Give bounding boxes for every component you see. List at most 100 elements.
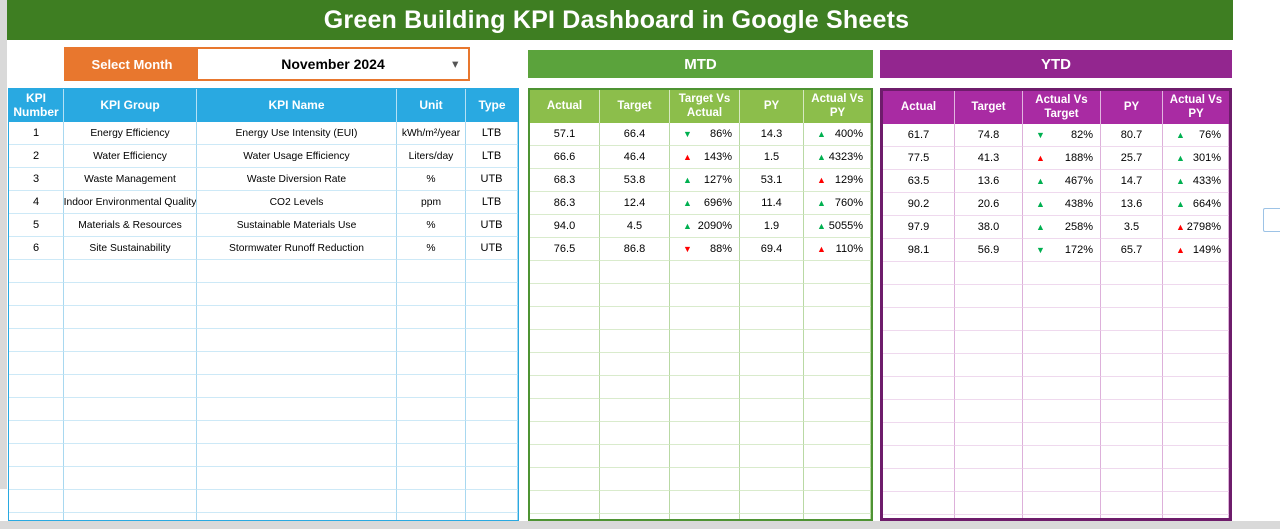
ytd-py-cell[interactable]: 3.5 bbox=[1101, 216, 1163, 239]
ytd-target-cell[interactable] bbox=[955, 308, 1023, 331]
kpi-group-cell[interactable]: Waste Management bbox=[64, 168, 197, 191]
mtd-py-cell[interactable] bbox=[740, 261, 804, 284]
kpi-unit-cell[interactable]: kWh/m²/year bbox=[397, 122, 466, 145]
ytd-actual-cell[interactable] bbox=[883, 446, 955, 469]
mtd-actual-cell[interactable] bbox=[530, 376, 600, 399]
kpi-unit-cell[interactable]: Liters/day bbox=[397, 145, 466, 168]
ytd-target-cell[interactable] bbox=[955, 285, 1023, 308]
kpi-name-cell[interactable] bbox=[197, 467, 397, 490]
ytd-actual-cell[interactable]: 90.2 bbox=[883, 193, 955, 216]
mtd-py-cell[interactable]: 69.4 bbox=[740, 238, 804, 261]
mtd-py-cell[interactable]: 1.9 bbox=[740, 215, 804, 238]
ytd-target-cell[interactable] bbox=[955, 492, 1023, 515]
mtd-target-vs-actual-cell[interactable]: ▲ 696% bbox=[670, 192, 740, 215]
mtd-target-cell[interactable]: 53.8 bbox=[600, 169, 670, 192]
ytd-actual-vs-target-cell[interactable] bbox=[1023, 377, 1101, 400]
ytd-actual-vs-target-cell[interactable] bbox=[1023, 492, 1101, 515]
ytd-target-cell[interactable] bbox=[955, 423, 1023, 446]
mtd-py-cell[interactable] bbox=[740, 422, 804, 445]
ytd-target-cell[interactable] bbox=[955, 331, 1023, 354]
ytd-target-cell[interactable]: 13.6 bbox=[955, 170, 1023, 193]
mtd-target-cell[interactable]: 4.5 bbox=[600, 215, 670, 238]
mtd-actual-vs-py-cell[interactable] bbox=[804, 468, 871, 491]
kpi-group-cell[interactable] bbox=[64, 398, 197, 421]
ytd-actual-vs-target-cell[interactable] bbox=[1023, 354, 1101, 377]
kpi-group-cell[interactable] bbox=[64, 513, 197, 520]
mtd-actual-vs-py-cell[interactable]: ▲ 760% bbox=[804, 192, 871, 215]
ytd-py-cell[interactable] bbox=[1101, 262, 1163, 285]
kpi-unit-cell[interactable] bbox=[397, 260, 466, 283]
mtd-target-cell[interactable] bbox=[600, 445, 670, 468]
ytd-actual-cell[interactable] bbox=[883, 285, 955, 308]
mtd-target-cell[interactable] bbox=[600, 399, 670, 422]
kpi-number-cell[interactable] bbox=[9, 352, 64, 375]
ytd-actual-cell[interactable] bbox=[883, 377, 955, 400]
kpi-name-cell[interactable] bbox=[197, 329, 397, 352]
kpi-name-cell[interactable] bbox=[197, 375, 397, 398]
mtd-target-cell[interactable]: 46.4 bbox=[600, 146, 670, 169]
ytd-actual-cell[interactable] bbox=[883, 354, 955, 377]
ytd-actual-vs-target-cell[interactable] bbox=[1023, 262, 1101, 285]
mtd-py-cell[interactable] bbox=[740, 491, 804, 514]
mtd-target-cell[interactable] bbox=[600, 261, 670, 284]
ytd-actual-vs-py-cell[interactable] bbox=[1163, 423, 1229, 446]
kpi-unit-cell[interactable] bbox=[397, 283, 466, 306]
mtd-target-vs-actual-cell[interactable] bbox=[670, 445, 740, 468]
kpi-name-cell[interactable] bbox=[197, 490, 397, 513]
mtd-actual-vs-py-cell[interactable]: ▲ 110% bbox=[804, 238, 871, 261]
kpi-type-cell[interactable] bbox=[466, 490, 518, 513]
kpi-unit-cell[interactable] bbox=[397, 490, 466, 513]
kpi-name-cell[interactable] bbox=[197, 283, 397, 306]
month-dropdown[interactable]: November 2024 ▾ bbox=[198, 49, 468, 79]
ytd-actual-vs-py-cell[interactable]: ▲ 2798% bbox=[1163, 216, 1229, 239]
kpi-group-cell[interactable]: Indoor Environmental Quality bbox=[64, 191, 197, 214]
kpi-type-cell[interactable] bbox=[466, 467, 518, 490]
kpi-type-cell[interactable] bbox=[466, 329, 518, 352]
kpi-group-cell[interactable] bbox=[64, 421, 197, 444]
mtd-py-cell[interactable] bbox=[740, 514, 804, 519]
ytd-target-cell[interactable]: 41.3 bbox=[955, 147, 1023, 170]
ytd-py-cell[interactable]: 80.7 bbox=[1101, 124, 1163, 147]
kpi-unit-cell[interactable] bbox=[397, 329, 466, 352]
kpi-unit-cell[interactable] bbox=[397, 375, 466, 398]
kpi-number-cell[interactable] bbox=[9, 283, 64, 306]
mtd-actual-cell[interactable] bbox=[530, 330, 600, 353]
mtd-actual-vs-py-cell[interactable] bbox=[804, 514, 871, 519]
ytd-actual-vs-target-cell[interactable] bbox=[1023, 515, 1101, 518]
ytd-actual-vs-py-cell[interactable]: ▲ 149% bbox=[1163, 239, 1229, 262]
ytd-py-cell[interactable]: 14.7 bbox=[1101, 170, 1163, 193]
mtd-py-cell[interactable] bbox=[740, 284, 804, 307]
mtd-actual-cell[interactable]: 76.5 bbox=[530, 238, 600, 261]
mtd-target-cell[interactable] bbox=[600, 376, 670, 399]
ytd-actual-vs-target-cell[interactable]: ▲ 188% bbox=[1023, 147, 1101, 170]
kpi-type-cell[interactable]: UTB bbox=[466, 168, 518, 191]
ytd-actual-cell[interactable]: 97.9 bbox=[883, 216, 955, 239]
ytd-actual-vs-target-cell[interactable]: ▼ 82% bbox=[1023, 124, 1101, 147]
kpi-unit-cell[interactable] bbox=[397, 306, 466, 329]
mtd-actual-cell[interactable]: 57.1 bbox=[530, 123, 600, 146]
ytd-target-cell[interactable] bbox=[955, 400, 1023, 423]
ytd-target-cell[interactable]: 74.8 bbox=[955, 124, 1023, 147]
ytd-actual-cell[interactable] bbox=[883, 308, 955, 331]
ytd-actual-vs-target-cell[interactable] bbox=[1023, 446, 1101, 469]
ytd-actual-vs-target-cell[interactable] bbox=[1023, 308, 1101, 331]
kpi-unit-cell[interactable]: % bbox=[397, 237, 466, 260]
kpi-unit-cell[interactable] bbox=[397, 352, 466, 375]
mtd-py-cell[interactable] bbox=[740, 307, 804, 330]
kpi-type-cell[interactable] bbox=[466, 513, 518, 520]
kpi-number-cell[interactable]: 5 bbox=[9, 214, 64, 237]
ytd-actual-cell[interactable]: 77.5 bbox=[883, 147, 955, 170]
kpi-type-cell[interactable]: UTB bbox=[466, 214, 518, 237]
kpi-type-cell[interactable]: LTB bbox=[466, 122, 518, 145]
ytd-actual-cell[interactable] bbox=[883, 469, 955, 492]
ytd-target-cell[interactable] bbox=[955, 354, 1023, 377]
mtd-actual-cell[interactable]: 86.3 bbox=[530, 192, 600, 215]
mtd-target-vs-actual-cell[interactable] bbox=[670, 330, 740, 353]
ytd-actual-cell[interactable] bbox=[883, 423, 955, 446]
kpi-group-cell[interactable] bbox=[64, 260, 197, 283]
mtd-actual-cell[interactable] bbox=[530, 284, 600, 307]
mtd-actual-vs-py-cell[interactable] bbox=[804, 445, 871, 468]
mtd-py-cell[interactable]: 14.3 bbox=[740, 123, 804, 146]
ytd-actual-vs-py-cell[interactable] bbox=[1163, 446, 1229, 469]
kpi-name-cell[interactable]: Waste Diversion Rate bbox=[197, 168, 397, 191]
